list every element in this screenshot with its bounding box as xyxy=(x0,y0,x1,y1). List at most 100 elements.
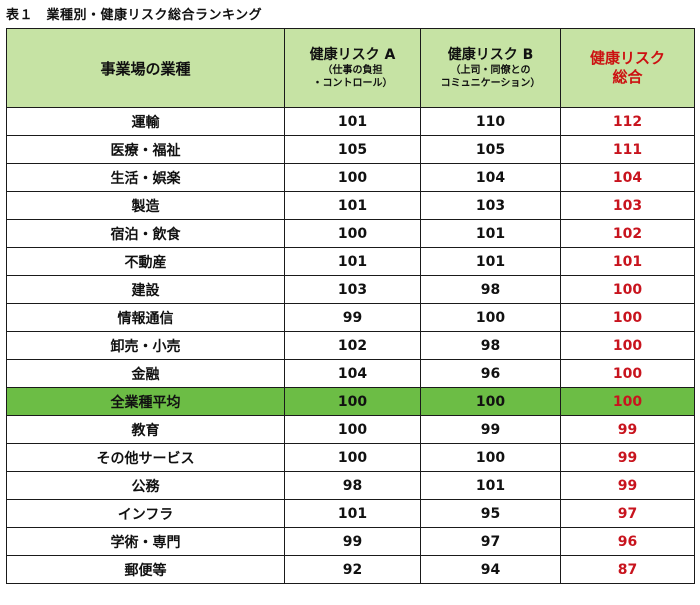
cell-risk-a: 101 xyxy=(284,191,421,220)
cell-risk-b: 110 xyxy=(420,107,561,136)
cell-total: 96 xyxy=(560,527,695,556)
table-row: 建設 103 98 100 xyxy=(6,275,695,304)
cell-risk-b: 95 xyxy=(420,499,561,528)
cell-total: 103 xyxy=(560,191,695,220)
header-total: 健康リスク 総合 xyxy=(560,28,695,108)
cell-risk-b: 94 xyxy=(420,555,561,584)
cell-risk-b: 105 xyxy=(420,135,561,164)
table-row: インフラ 101 95 97 xyxy=(6,499,695,528)
cell-industry: 郵便等 xyxy=(6,555,285,584)
cell-industry: その他サービス xyxy=(6,443,285,472)
cell-total: 101 xyxy=(560,247,695,276)
header-industry: 事業場の業種 xyxy=(6,28,285,108)
cell-risk-a: 101 xyxy=(284,247,421,276)
cell-total: 99 xyxy=(560,471,695,500)
table-caption: 表１ 業種別・健康リスク総合ランキング xyxy=(6,8,263,23)
cell-industry: 公務 xyxy=(6,471,285,500)
cell-total: 100 xyxy=(560,387,695,416)
cell-industry: 不動産 xyxy=(6,247,285,276)
cell-total: 104 xyxy=(560,163,695,192)
cell-industry: 教育 xyxy=(6,415,285,444)
cell-risk-a: 99 xyxy=(284,303,421,332)
cell-risk-a: 105 xyxy=(284,135,421,164)
header-total-line1: 健康リスク xyxy=(589,49,665,67)
table-row: 製造 101 103 103 xyxy=(6,191,695,220)
cell-risk-b: 99 xyxy=(420,415,561,444)
table-row: 生活・娯楽 100 104 104 xyxy=(6,163,695,192)
cell-risk-b: 97 xyxy=(420,527,561,556)
cell-risk-b: 100 xyxy=(420,387,561,416)
cell-industry: 卸売・小売 xyxy=(6,331,285,360)
cell-risk-b: 101 xyxy=(420,247,561,276)
cell-risk-a: 100 xyxy=(284,415,421,444)
cell-industry: 製造 xyxy=(6,191,285,220)
cell-total: 100 xyxy=(560,303,695,332)
health-risk-ranking-table: 事業場の業種 健康リスク A （仕事の負担 ・コントロール） 健康リスク B （… xyxy=(6,28,695,584)
cell-total: 111 xyxy=(560,135,695,164)
cell-total: 112 xyxy=(560,107,695,136)
cell-risk-b: 98 xyxy=(420,275,561,304)
cell-industry: インフラ xyxy=(6,499,285,528)
cell-risk-b: 100 xyxy=(420,443,561,472)
table-row: その他サービス 100 100 99 xyxy=(6,443,695,472)
table-row: 教育 100 99 99 xyxy=(6,415,695,444)
header-risk-a-sub2: ・コントロール） xyxy=(312,78,393,89)
header-risk-b-sub2: コミュニケーション） xyxy=(440,78,541,89)
table-row: 宿泊・飲食 100 101 102 xyxy=(6,219,695,248)
table-row: 運輸 101 110 112 xyxy=(6,107,695,136)
cell-risk-b: 98 xyxy=(420,331,561,360)
header-risk-b: 健康リスク B （上司・同僚との コミュニケーション） xyxy=(420,28,561,108)
cell-industry: 宿泊・飲食 xyxy=(6,219,285,248)
table-row: 医療・福祉 105 105 111 xyxy=(6,135,695,164)
cell-risk-a: 104 xyxy=(284,359,421,388)
table-body: 運輸 101 110 112 医療・福祉 105 105 111 生活・娯楽 100 104 104 製… xyxy=(6,107,695,584)
cell-total: 99 xyxy=(560,415,695,444)
cell-total: 100 xyxy=(560,275,695,304)
cell-industry: 金融 xyxy=(6,359,285,388)
cell-total: 102 xyxy=(560,219,695,248)
header-risk-a-sub1: （仕事の負担 xyxy=(322,65,383,76)
cell-industry: 医療・福祉 xyxy=(6,135,285,164)
table-row: 金融 104 96 100 xyxy=(6,359,695,388)
cell-risk-a: 100 xyxy=(284,387,421,416)
cell-risk-b: 101 xyxy=(420,471,561,500)
cell-total: 97 xyxy=(560,499,695,528)
cell-industry: 情報通信 xyxy=(6,303,285,332)
cell-risk-a: 100 xyxy=(284,443,421,472)
cell-risk-b: 104 xyxy=(420,163,561,192)
table-row: 学術・専門 99 97 96 xyxy=(6,527,695,556)
cell-risk-a: 98 xyxy=(284,471,421,500)
cell-total: 99 xyxy=(560,443,695,472)
cell-risk-b: 101 xyxy=(420,219,561,248)
cell-industry: 学術・専門 xyxy=(6,527,285,556)
cell-industry: 運輸 xyxy=(6,107,285,136)
header-risk-a: 健康リスク A （仕事の負担 ・コントロール） xyxy=(284,28,421,108)
table-row: 公務 98 101 99 xyxy=(6,471,695,500)
cell-total: 100 xyxy=(560,331,695,360)
cell-risk-a: 101 xyxy=(284,499,421,528)
cell-risk-a: 100 xyxy=(284,163,421,192)
cell-risk-b: 100 xyxy=(420,303,561,332)
table-header-row: 事業場の業種 健康リスク A （仕事の負担 ・コントロール） 健康リスク B （… xyxy=(6,28,695,108)
cell-risk-a: 100 xyxy=(284,219,421,248)
cell-risk-b: 96 xyxy=(420,359,561,388)
table-row: 不動産 101 101 101 xyxy=(6,247,695,276)
table-row: 郵便等 92 94 87 xyxy=(6,555,695,584)
cell-industry: 建設 xyxy=(6,275,285,304)
cell-risk-a: 101 xyxy=(284,107,421,136)
table-row-average: 全業種平均 100 100 100 xyxy=(6,387,695,416)
cell-risk-a: 102 xyxy=(284,331,421,360)
cell-industry: 全業種平均 xyxy=(6,387,285,416)
table-row: 情報通信 99 100 100 xyxy=(6,303,695,332)
header-risk-a-title: 健康リスク A xyxy=(309,47,396,63)
cell-risk-a: 99 xyxy=(284,527,421,556)
header-risk-b-title: 健康リスク B xyxy=(447,47,534,63)
cell-total: 100 xyxy=(560,359,695,388)
cell-risk-b: 103 xyxy=(420,191,561,220)
cell-risk-a: 103 xyxy=(284,275,421,304)
header-risk-b-sub1: （上司・同僚との xyxy=(450,65,531,76)
cell-total: 87 xyxy=(560,555,695,584)
table-row: 卸売・小売 102 98 100 xyxy=(6,331,695,360)
cell-industry: 生活・娯楽 xyxy=(6,163,285,192)
cell-risk-a: 92 xyxy=(284,555,421,584)
